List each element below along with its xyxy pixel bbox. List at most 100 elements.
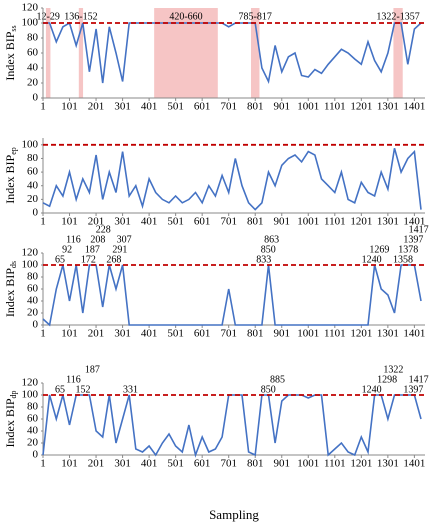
peak-label: 268	[106, 254, 121, 265]
y-tick-label: 120	[22, 377, 39, 389]
y-label-sub: dp	[9, 391, 18, 399]
region-label: 136-152	[64, 11, 97, 22]
x-tick-label: 1	[40, 101, 46, 113]
y-tick-label: 40	[27, 425, 39, 437]
peak-label: 65	[55, 254, 65, 265]
y-tick-label: 100	[22, 138, 39, 150]
x-tick-label: 101	[61, 458, 78, 470]
peak-label: 1298	[377, 374, 397, 385]
x-tick-label: 201	[88, 101, 105, 113]
x-tick-label: 1401	[403, 458, 425, 470]
peak-label: 291	[112, 244, 127, 255]
y-tick-label: 20	[27, 437, 39, 449]
x-tick-label: 601	[194, 328, 211, 340]
peak-label: 850	[261, 244, 276, 255]
x-tick-label: 501	[167, 458, 184, 470]
y-tick-label: 60	[27, 283, 39, 295]
x-tick-label: 1001	[297, 458, 319, 470]
x-tick-label: 701	[220, 216, 237, 228]
x-tick-label: 1201	[350, 101, 372, 113]
x-tick-label: 1301	[377, 458, 399, 470]
x-tick-label: 1201	[350, 216, 372, 228]
y-tick-label: 20	[27, 193, 39, 205]
peak-label: 850	[261, 384, 276, 395]
x-tick-label: 101	[61, 101, 78, 113]
peak-label: 1358	[393, 254, 413, 265]
y-axis-label: Index BIPep	[3, 147, 18, 204]
y-tick-label: 100	[22, 259, 39, 271]
x-tick-label: 601	[194, 216, 211, 228]
y-tick-label: 80	[27, 152, 39, 164]
y-tick-label: 60	[27, 47, 39, 59]
x-tick-label: 1101	[324, 216, 346, 228]
y-tick-label: 0	[33, 92, 39, 104]
x-tick-label: 1001	[297, 328, 319, 340]
x-tick-label: 901	[274, 101, 291, 113]
y-tick-label: 100	[22, 389, 39, 401]
x-tick-label: 1201	[350, 458, 372, 470]
y-label-sub: ss	[9, 25, 18, 31]
shaded-region	[250, 8, 260, 98]
y-tick-label: 20	[27, 307, 39, 319]
x-tick-label: 501	[167, 216, 184, 228]
x-tick-label: 201	[88, 216, 105, 228]
y-tick-label: 120	[22, 247, 39, 259]
peak-label: 208	[90, 234, 105, 245]
x-tick-label: 701	[220, 101, 237, 113]
data-line	[42, 264, 422, 327]
region-label: 12-29	[37, 11, 60, 22]
y-label-main: Index BIP	[3, 154, 17, 203]
y-tick-label: 0	[33, 207, 39, 219]
x-tick-label: 1	[40, 328, 46, 340]
x-tick-label: 1	[40, 216, 46, 228]
y-tick-label: 40	[27, 295, 39, 307]
x-tick-label: 1001	[297, 216, 319, 228]
peak-label: 92	[62, 244, 72, 255]
x-tick-label: 1301	[377, 328, 399, 340]
peak-label: 833	[256, 254, 271, 265]
x-tick-label: 701	[220, 458, 237, 470]
peak-label: 1417	[409, 374, 429, 385]
x-tick-label: 801	[247, 458, 264, 470]
peak-label: 187	[85, 364, 100, 375]
peak-label: 187	[85, 244, 100, 255]
x-tick-label: 1301	[377, 101, 399, 113]
x-tick-label: 501	[167, 328, 184, 340]
peak-label: 1240	[362, 384, 382, 395]
region-label: 785-817	[239, 11, 272, 22]
x-tick-label: 601	[194, 101, 211, 113]
y-tick-label: 60	[27, 413, 39, 425]
x-tick-label: 801	[247, 328, 264, 340]
y-axis-label: Index BIPdp	[3, 391, 18, 448]
peak-label: 1417	[409, 224, 429, 235]
x-tick-label: 1401	[403, 101, 425, 113]
x-tick-label: 301	[114, 216, 131, 228]
y-tick-label: 80	[27, 271, 39, 283]
x-tick-label: 1	[40, 458, 46, 470]
y-tick-label: 80	[27, 401, 39, 413]
x-tick-label: 1401	[403, 216, 425, 228]
y-label-sub: ds	[9, 261, 18, 268]
x-tick-label: 801	[247, 101, 264, 113]
x-tick-label: 401	[141, 328, 158, 340]
peak-label: 152	[76, 384, 91, 395]
peak-label: 1269	[369, 244, 389, 255]
y-tick-label: 60	[27, 166, 39, 178]
y-tick-label: 20	[27, 77, 39, 89]
y-tick-label: 100	[22, 17, 39, 29]
peak-label: 1397	[403, 234, 423, 245]
y-label-main: Index BIP	[3, 31, 17, 80]
peak-label: 307	[117, 234, 132, 245]
x-tick-label: 401	[141, 458, 158, 470]
shaded-region	[45, 8, 51, 98]
x-tick-label: 1301	[377, 216, 399, 228]
y-tick-label: 40	[27, 179, 39, 191]
x-tick-label: 1101	[324, 328, 346, 340]
x-tick-label: 901	[274, 328, 291, 340]
peak-label: 1378	[398, 244, 418, 255]
peak-label: 1397	[403, 384, 423, 395]
x-tick-label: 901	[274, 458, 291, 470]
y-label-main: Index BIP	[3, 398, 17, 447]
x-tick-label: 901	[274, 216, 291, 228]
